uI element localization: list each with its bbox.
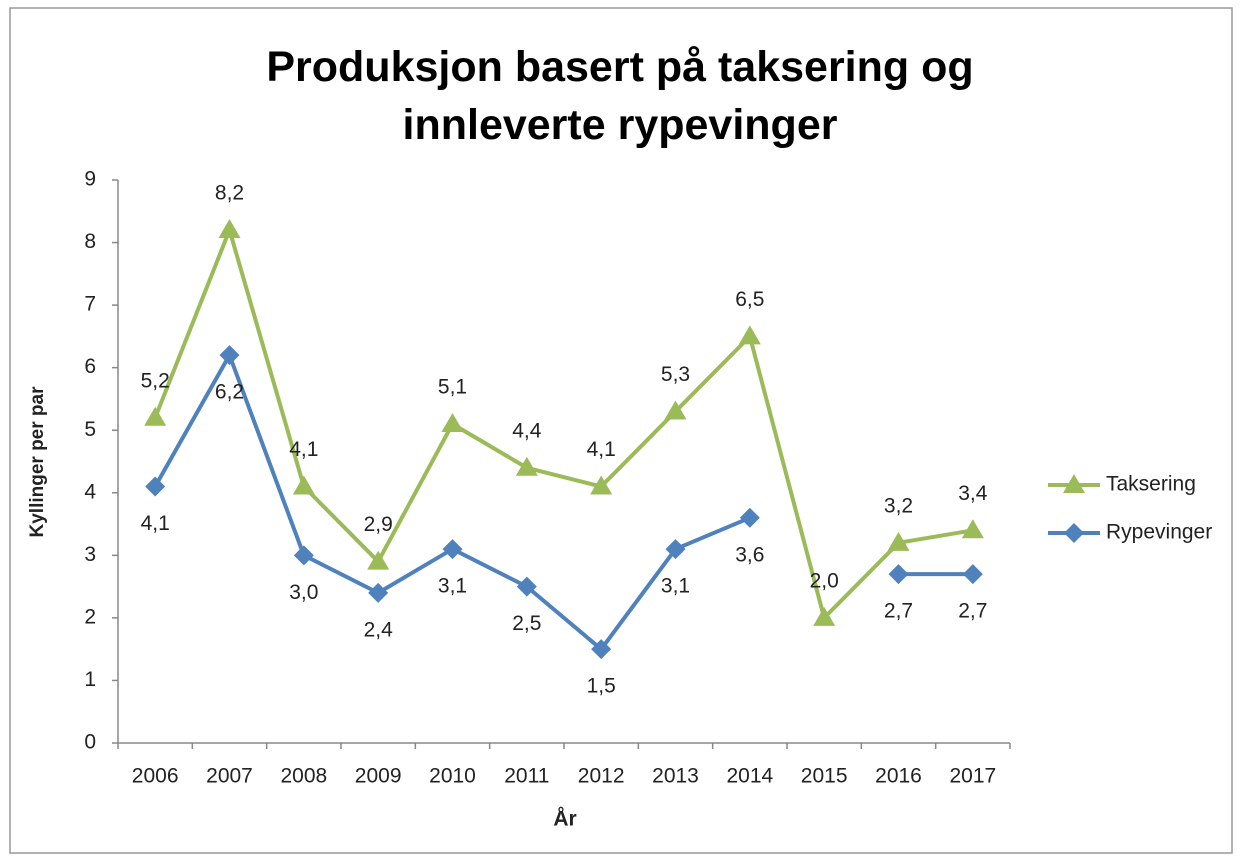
data-label: 6,2	[215, 381, 244, 404]
data-label: 5,2	[141, 369, 170, 392]
y-tick-label: 1	[84, 668, 96, 691]
data-label: 4,4	[512, 419, 542, 442]
data-label: 3,2	[884, 494, 913, 517]
data-label: 5,1	[438, 376, 467, 399]
data-label: 4,1	[289, 438, 318, 461]
marker	[591, 639, 612, 660]
marker	[738, 325, 761, 345]
y-tick-label: 4	[84, 480, 96, 503]
x-tick-label: 2016	[875, 765, 922, 788]
data-label: 2,4	[364, 618, 394, 641]
marker	[664, 400, 687, 420]
x-tick-label: 2010	[429, 765, 476, 788]
data-label: 3,1	[661, 575, 690, 598]
x-axis-title: År	[553, 807, 576, 831]
legend-marker	[1063, 474, 1085, 493]
x-tick-label: 2008	[280, 765, 327, 788]
data-label: 2,7	[958, 600, 987, 623]
data-label: 6,5	[735, 288, 764, 311]
marker	[442, 539, 463, 560]
data-label: 3,4	[958, 482, 988, 505]
chart-title: Produksjon basert på taksering og innlev…	[266, 43, 974, 149]
y-tick-label: 8	[84, 230, 96, 253]
data-label: 1,5	[587, 675, 616, 698]
y-tick-label: 0	[84, 731, 96, 754]
y-tick-label: 5	[84, 418, 96, 441]
x-tick-label: 2007	[206, 765, 253, 788]
marker	[515, 456, 538, 476]
marker	[962, 564, 983, 585]
y-axis-title: Kyllinger per par	[27, 386, 48, 538]
data-label: 4,1	[587, 438, 616, 461]
marker	[590, 475, 613, 495]
data-label: 3,0	[289, 581, 318, 604]
data-label: 8,2	[215, 182, 244, 205]
data-label: 2,5	[512, 612, 541, 635]
series-line	[153, 228, 974, 620]
legend-label: Taksering	[1106, 473, 1196, 496]
marker	[219, 345, 240, 366]
marker	[145, 476, 166, 497]
marker	[665, 539, 686, 560]
chart-border	[9, 7, 1233, 854]
marker	[813, 606, 836, 626]
marker	[516, 576, 537, 597]
x-tick-label: 2012	[578, 765, 625, 788]
y-tick-label: 2	[84, 605, 96, 628]
y-tick-label: 9	[84, 168, 96, 191]
data-label: 2,7	[884, 600, 913, 623]
legend-marker	[1064, 523, 1084, 543]
y-tick-label: 7	[84, 293, 96, 316]
x-tick-label: 2017	[949, 765, 996, 788]
data-label: 5,3	[661, 363, 690, 386]
data-label: 3,1	[438, 575, 467, 598]
marker	[218, 219, 241, 239]
marker	[441, 412, 464, 432]
marker	[961, 519, 984, 539]
data-label: 2,0	[810, 569, 839, 592]
x-tick-label: 2006	[132, 765, 179, 788]
data-label: 3,6	[735, 543, 764, 566]
x-tick-label: 2011	[504, 765, 549, 788]
x-tick-label: 2015	[801, 765, 848, 788]
marker	[144, 406, 167, 426]
y-tick-label: 3	[84, 543, 96, 566]
x-tick-label: 2014	[726, 765, 773, 788]
marker	[888, 564, 909, 585]
marker	[292, 475, 315, 495]
data-label: 2,9	[364, 513, 393, 536]
marker	[739, 507, 760, 528]
marker	[367, 550, 390, 570]
x-tick-label: 2013	[652, 765, 699, 788]
data-label: 4,1	[141, 512, 170, 535]
y-tick-label: 6	[84, 355, 96, 378]
marker	[368, 582, 389, 603]
marker	[887, 531, 910, 551]
x-tick-label: 2009	[355, 765, 402, 788]
legend-label: Rypevinger	[1106, 521, 1212, 544]
marker	[293, 545, 314, 566]
